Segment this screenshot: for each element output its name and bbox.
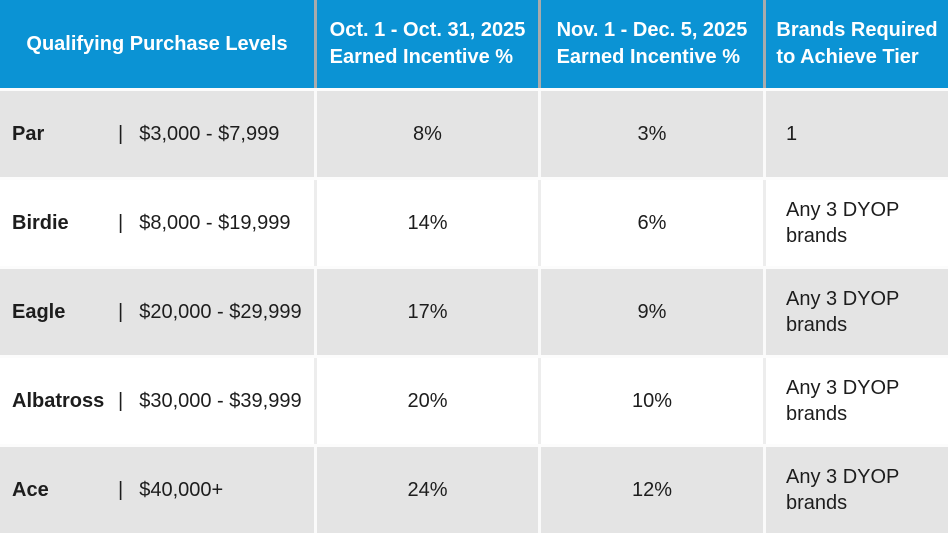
qualifying-level-cell: Ace | $40,000+ [0, 447, 314, 533]
purchase-range: $3,000 - $7,999 [139, 122, 280, 145]
qualifying-level-cell: Par | $3,000 - $7,999 [0, 91, 314, 177]
tier-name: Birdie [12, 211, 69, 234]
header-col3-line1: Nov. 1 - Dec. 5, 2025 [556, 19, 748, 41]
qualifying-level-cell: Albatross | $30,000 - $39,999 [0, 358, 314, 444]
table-row-ace: Ace | $40,000+ 24% 12% Any 3 DYOP brands [0, 444, 948, 533]
header-col2-line2: Earned Incentive % [329, 46, 514, 68]
header-oct-earned-incentive: Oct. 1 - Oct. 31, 2025 Earned Incentive … [314, 0, 538, 88]
header-col1-label: Qualifying Purchase Levels [26, 32, 288, 55]
nov-incentive-value: 3% [538, 91, 763, 177]
table-row-albatross: Albatross | $30,000 - $39,999 20% 10% An… [0, 355, 948, 444]
brands-required-value: Any 3 DYOP brands [763, 447, 948, 533]
nov-incentive-value: 12% [538, 447, 763, 533]
table-row-eagle: Eagle | $20,000 - $29,999 17% 9% Any 3 D… [0, 266, 948, 355]
purchase-range: $40,000+ [139, 478, 224, 501]
purchase-range: $20,000 - $29,999 [139, 300, 302, 323]
header-qualifying-purchase-levels: Qualifying Purchase Levels [0, 0, 314, 88]
brands-required-value: 1 [763, 91, 948, 177]
tier-range-divider: | [118, 211, 124, 234]
tier-range-divider: | [118, 478, 124, 501]
header-brands-required: Brands Required to Achieve Tier [763, 0, 948, 88]
tier-range-divider: | [118, 389, 124, 412]
header-col4-line1: Brands Required [776, 19, 938, 41]
header-col3-line2: Earned Incentive % [556, 46, 740, 68]
qualifying-level-cell: Eagle | $20,000 - $29,999 [0, 269, 314, 355]
table-header-row: Qualifying Purchase Levels Oct. 1 - Oct.… [0, 0, 948, 88]
nov-incentive-value: 6% [538, 180, 763, 266]
purchase-range: $30,000 - $39,999 [139, 389, 302, 412]
oct-incentive-value: 14% [314, 180, 538, 266]
brands-required-value: Any 3 DYOP brands [763, 269, 948, 355]
oct-incentive-value: 24% [314, 447, 538, 533]
tier-range-divider: | [118, 300, 124, 323]
oct-incentive-value: 20% [314, 358, 538, 444]
tier-name: Par [12, 122, 45, 145]
qualifying-level-cell: Birdie | $8,000 - $19,999 [0, 180, 314, 266]
tier-name: Eagle [12, 300, 66, 323]
table-row-birdie: Birdie | $8,000 - $19,999 14% 6% Any 3 D… [0, 177, 948, 266]
oct-incentive-value: 17% [314, 269, 538, 355]
table-row-par: Par | $3,000 - $7,999 8% 3% 1 [0, 88, 948, 177]
header-col2-line1: Oct. 1 - Oct. 31, 2025 [329, 19, 526, 41]
nov-incentive-value: 9% [538, 269, 763, 355]
header-col4-line2: to Achieve Tier [776, 46, 919, 68]
brands-required-value: Any 3 DYOP brands [763, 180, 948, 266]
tier-name: Albatross [12, 389, 105, 412]
oct-incentive-value: 8% [314, 91, 538, 177]
purchase-range: $8,000 - $19,999 [139, 211, 291, 234]
header-nov-earned-incentive: Nov. 1 - Dec. 5, 2025 Earned Incentive % [538, 0, 763, 88]
tier-name: Ace [12, 478, 49, 501]
nov-incentive-value: 10% [538, 358, 763, 444]
brands-required-value: Any 3 DYOP brands [763, 358, 948, 444]
tier-range-divider: | [118, 122, 124, 145]
